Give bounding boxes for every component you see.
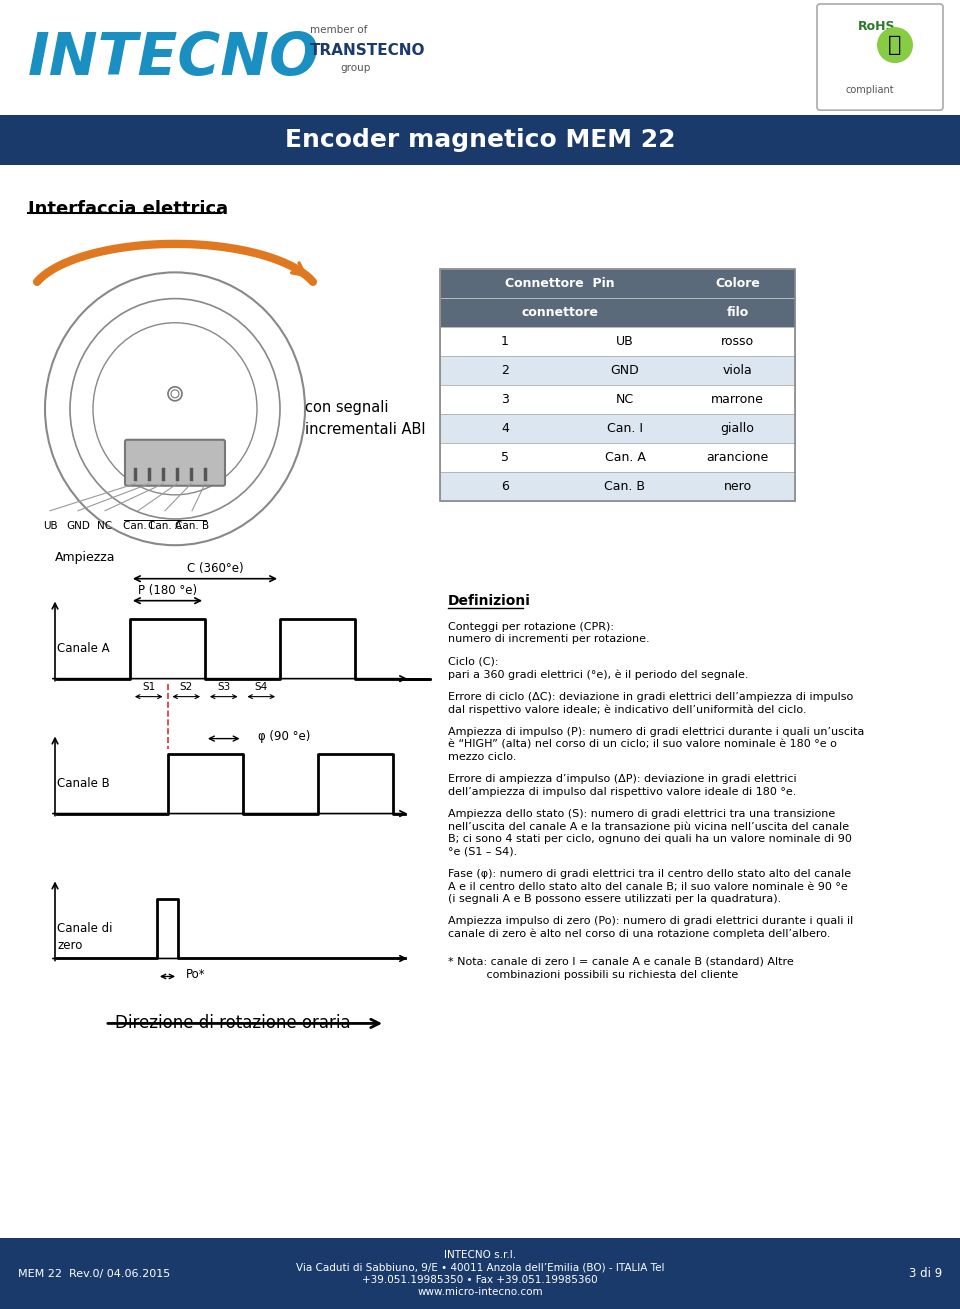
Bar (440, 268, 795, 298)
Text: * Nota: canale di zero I = canale A e canale B (standard) Altre
           combi: * Nota: canale di zero I = canale A e ca… (448, 957, 794, 979)
Text: Can. B: Can. B (175, 521, 209, 530)
Text: www.micro-intecno.com: www.micro-intecno.com (418, 1287, 542, 1297)
Text: °e (S1 – S4).: °e (S1 – S4). (448, 847, 517, 856)
Text: Colore: Colore (715, 278, 760, 289)
Circle shape (877, 27, 913, 63)
Text: rosso: rosso (721, 335, 754, 348)
Text: 4: 4 (501, 421, 509, 435)
Text: viola: viola (723, 364, 753, 377)
Text: Ampiezza dello stato (S): numero di gradi elettrici tra una transizione: Ampiezza dello stato (S): numero di grad… (448, 809, 835, 819)
Text: Direzione di rotazione oraria: Direzione di rotazione oraria (115, 1014, 350, 1033)
Text: B; ci sono 4 stati per ciclo, ognuno dei quali ha un valore nominale di 90: B; ci sono 4 stati per ciclo, ognuno dei… (448, 834, 852, 844)
Text: 3 di 9: 3 di 9 (909, 1267, 942, 1280)
Text: +39.051.19985350 • Fax +39.051.19985360: +39.051.19985350 • Fax +39.051.19985360 (362, 1275, 598, 1284)
Bar (440, 385, 795, 414)
Text: Conteggi per rotazione (CPR):: Conteggi per rotazione (CPR): (448, 622, 614, 632)
Text: filo: filo (727, 306, 749, 319)
Text: Po*: Po* (186, 967, 205, 980)
Text: Interfaccia elettrica: Interfaccia elettrica (28, 200, 228, 217)
Text: nell’uscita del canale A e la transazione più vicina nell’uscita del canale: nell’uscita del canale A e la transazion… (448, 822, 850, 833)
Text: Can. I: Can. I (607, 421, 643, 435)
Text: (i segnali A e B possono essere utilizzati per la quadratura).: (i segnali A e B possono essere utilizza… (448, 894, 781, 905)
Text: group: group (340, 63, 371, 73)
Bar (440, 442, 795, 471)
Text: pari a 360 gradi elettrici (°e), è il periodo del segnale.: pari a 360 gradi elettrici (°e), è il pe… (448, 669, 749, 679)
Text: UB: UB (42, 521, 58, 530)
Text: Ampiezza di impulso (P): numero di gradi elettrici durante i quali un’uscita: Ampiezza di impulso (P): numero di gradi… (448, 726, 864, 737)
Text: Errore di ampiezza d’impulso (ΔP): deviazione in gradi elettrici: Errore di ampiezza d’impulso (ΔP): devia… (448, 774, 797, 784)
Text: dell’ampiezza di impulso dal rispettivo valore ideale di 180 °e.: dell’ampiezza di impulso dal rispettivo … (448, 787, 797, 797)
Text: S4: S4 (254, 682, 268, 691)
Text: canale di zero è alto nel corso di una rotazione completa dell’albero.: canale di zero è alto nel corso di una r… (448, 929, 830, 940)
Text: 6: 6 (501, 479, 509, 492)
Text: 5: 5 (501, 450, 509, 463)
Text: è “HIGH” (alta) nel corso di un ciclo; il suo valore nominale è 180 °e o: è “HIGH” (alta) nel corso di un ciclo; i… (448, 740, 837, 749)
Text: dal rispettivo valore ideale; è indicativo dell’uniformità del ciclo.: dal rispettivo valore ideale; è indicati… (448, 704, 806, 715)
Text: TRANSTECNO: TRANSTECNO (310, 43, 425, 58)
Text: GND: GND (611, 364, 639, 377)
Text: INTECNO: INTECNO (28, 30, 320, 88)
Text: Connettore  Pin: Connettore Pin (505, 278, 614, 289)
Bar (440, 268, 795, 501)
Bar (440, 471, 795, 501)
Text: nero: nero (724, 479, 752, 492)
Text: MEM 22  Rev.0/ 04.06.2015: MEM 22 Rev.0/ 04.06.2015 (18, 1268, 170, 1279)
Text: Encoder magnetico MEM 22: Encoder magnetico MEM 22 (285, 128, 675, 152)
Bar (440, 414, 795, 442)
Text: INTECNO s.r.l.: INTECNO s.r.l. (444, 1250, 516, 1261)
FancyBboxPatch shape (817, 4, 943, 110)
Text: GND: GND (66, 521, 90, 530)
FancyBboxPatch shape (125, 440, 225, 486)
Text: Ciclo (C):: Ciclo (C): (448, 657, 498, 666)
Text: Ampiezza: Ampiezza (55, 551, 115, 564)
Text: con segnali
incrementali ABI: con segnali incrementali ABI (305, 401, 425, 437)
Text: Fase (φ): numero di gradi elettrici tra il centro dello stato alto del canale: Fase (φ): numero di gradi elettrici tra … (448, 869, 852, 880)
Text: numero di incrementi per rotazione.: numero di incrementi per rotazione. (448, 634, 650, 644)
Text: C (360°e): C (360°e) (186, 562, 243, 575)
Text: Can. A: Can. A (605, 450, 645, 463)
Text: P (180 °e): P (180 °e) (138, 584, 197, 597)
Bar (440, 356, 795, 385)
Text: Canale B: Canale B (57, 778, 109, 791)
Text: Canale A: Canale A (57, 643, 109, 656)
Text: S1: S1 (142, 682, 156, 691)
Bar (440, 327, 795, 356)
Text: 1: 1 (501, 335, 509, 348)
Text: marrone: marrone (711, 393, 764, 406)
Text: Can. B: Can. B (605, 479, 645, 492)
Text: compliant: compliant (845, 85, 894, 96)
Text: 3: 3 (501, 393, 509, 406)
Text: Can. I: Can. I (123, 521, 153, 530)
Text: UB: UB (616, 335, 634, 348)
Text: arancione: arancione (707, 450, 769, 463)
Text: member of: member of (310, 25, 368, 35)
Text: Can. A: Can. A (148, 521, 182, 530)
Text: 🌿: 🌿 (888, 35, 901, 55)
Text: giallo: giallo (721, 421, 755, 435)
Text: Errore di ciclo (ΔC): deviazione in gradi elettrici dell’ampiezza di impulso: Errore di ciclo (ΔC): deviazione in grad… (448, 691, 853, 702)
Text: NC: NC (97, 521, 112, 530)
Text: φ (90 °e): φ (90 °e) (257, 730, 310, 744)
Text: mezzo ciclo.: mezzo ciclo. (448, 751, 516, 762)
Text: S2: S2 (180, 682, 193, 691)
Text: RoHS: RoHS (858, 20, 896, 33)
Bar (440, 298, 795, 327)
Text: A e il centro dello stato alto del canale B; il suo valore nominale è 90 °e: A e il centro dello stato alto del canal… (448, 881, 848, 891)
Text: S3: S3 (217, 682, 230, 691)
Text: Ampiezza impulso di zero (Po): numero di gradi elettrici durante i quali il: Ampiezza impulso di zero (Po): numero di… (448, 916, 853, 927)
Text: Via Caduti di Sabbiuno, 9/E • 40011 Anzola dell’Emilia (BO) - ITALIA Tel: Via Caduti di Sabbiuno, 9/E • 40011 Anzo… (296, 1263, 664, 1272)
Text: 2: 2 (501, 364, 509, 377)
Text: Definizioni: Definizioni (448, 594, 531, 607)
Text: Canale di
zero: Canale di zero (57, 923, 112, 953)
Text: NC: NC (616, 393, 634, 406)
Text: connettore: connettore (521, 306, 598, 319)
